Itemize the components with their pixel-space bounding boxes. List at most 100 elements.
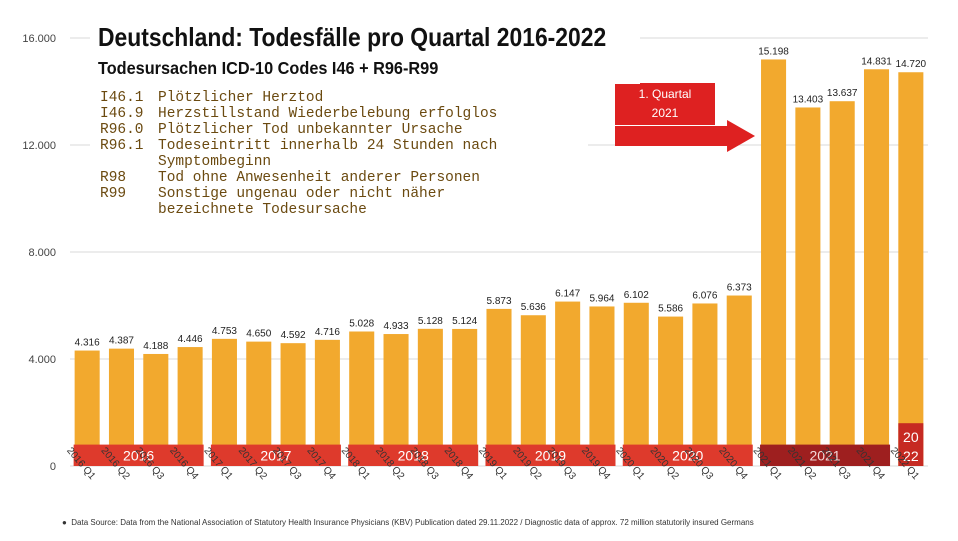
legend-description: Tod ohne Anwesenheit anderer Personen [158,170,480,186]
value-label: 6.102 [624,290,649,301]
legend-description: Sonstige ungenau oder nicht näher [158,186,446,202]
legend-entry: R98 Tod ohne Anwesenheit anderer Personen [100,170,588,186]
annotation-box [615,83,715,125]
y-tick-label: 8.000 [28,247,56,259]
value-labels: 4.316 4.387 4.188 4.446 4.753 4.650 4.592 4.716… [75,46,927,352]
legend-description: Symptombeginn [158,154,272,170]
legend-description: Todeseintritt innerhalb 24 Stunden nach [158,138,498,154]
year-band-2022-label-bottom: 22 [903,448,919,464]
bar [349,331,375,466]
bar [520,315,546,466]
value-label: 4.387 [109,336,134,347]
legend-code: R98 [100,170,127,186]
annotation-label-line2: 2021 [652,106,679,120]
year-band-label: 2021 [809,447,840,463]
legend-description: Plötzlicher Tod unbekannter Ursache [158,122,463,138]
value-label: 14.720 [896,59,927,70]
legend-code: I46.9 [100,106,144,122]
bar [383,334,409,466]
y-tick-label: 0 [50,461,56,473]
legend-description: bezeichnete Todesursache [158,202,367,218]
year-band-label: 2020 [672,447,703,463]
value-label: 4.933 [384,321,409,332]
bar [795,107,821,466]
bar [692,303,718,466]
value-label: 5.028 [349,319,374,330]
data-source-note: ● Data Source: Data from the National As… [62,518,754,527]
year-band-2022-label-top: 20 [903,429,919,445]
value-label: 14.831 [861,56,892,67]
year-band-label: 2016 [123,447,154,463]
legend-entry: Symptombeginn [100,154,588,170]
legend-entry: bezeichnete Todesursache [100,202,588,218]
data-source-text: Data Source: Data from the National Asso… [71,518,754,527]
bar [726,295,752,466]
value-label: 4.716 [315,327,340,338]
bar [863,69,890,466]
bar [486,308,512,466]
bullet-icon: ● [62,518,72,527]
annotation-arrow: 1. Quartal 2021 [615,83,756,152]
chart-subtitle: Todesursachen ICD-10 Codes I46 + R96-R99 [98,58,439,78]
value-label: 5.124 [452,316,477,327]
bar [623,302,649,466]
year-band-label: 2018 [398,447,429,463]
legend-entry: I46.1 Plötzlicher Herztod [100,90,588,106]
bar [658,316,684,466]
value-label: 4.650 [246,329,271,340]
value-label: 6.076 [692,290,717,301]
value-label: 5.873 [486,296,511,307]
legend-code: I46.1 [100,90,144,106]
year-band-2022 [898,423,924,466]
value-label: 6.373 [727,283,752,294]
legend-code: R96.0 [100,122,144,138]
legend-description: Herzstillstand Wiederbelebung erfolglos [158,106,498,122]
year-band [622,444,753,466]
bar [555,301,581,466]
value-label: 4.753 [212,326,237,337]
value-label: 13.403 [793,94,824,105]
value-label: 5.964 [589,293,614,304]
annotation-arrow-shape [615,120,756,152]
title-backdrop [90,18,640,84]
bar [898,72,924,467]
year-band-label: 2017 [260,447,291,463]
value-label: 4.592 [281,330,306,341]
legend-entry: R96.0 Plötzlicher Tod unbekannter Ursache [100,122,588,138]
legend-entry: I46.9 Herzstillstand Wiederbelebung erfol… [100,106,588,122]
annotation-label-line1: 1. Quartal [639,87,692,101]
legend-entry: R99 Sonstige ungenau oder nicht näher [100,186,588,202]
legend-code: R99 [100,186,127,202]
year-band [348,444,479,466]
value-label: 4.316 [75,338,100,349]
legend-description: Plötzlicher Herztod [158,90,324,106]
value-label: 5.128 [418,316,443,327]
y-tick-label: 12.000 [22,140,56,152]
year-band [210,444,341,466]
value-label: 4.446 [178,334,203,345]
bar [417,328,443,466]
year-band [760,444,891,466]
y-tick-label: 4.000 [28,354,56,366]
y-axis: 0 4.000 8.000 12.000 16.000 [22,33,56,473]
value-label: 5.636 [521,302,546,313]
chart-title: Deutschland: Todesfälle pro Quartal 2016… [98,22,607,52]
value-label: 4.188 [143,341,168,352]
bar [452,328,478,466]
value-label: 6.147 [555,289,580,300]
y-tick-label: 16.000 [22,33,56,45]
bar [761,59,787,467]
legend-entry: R96.1 Todeseintritt innerhalb 24 Stunden … [100,138,588,154]
value-label: 5.586 [658,304,683,315]
value-label: 13.637 [827,88,858,99]
year-band [73,444,204,466]
icd-legend [90,86,588,232]
year-band [485,444,616,466]
bar [829,101,855,466]
year-band-label: 2019 [535,447,566,463]
value-label: 15.198 [758,46,789,57]
bar [589,306,615,466]
legend-code: R96.1 [100,138,144,154]
